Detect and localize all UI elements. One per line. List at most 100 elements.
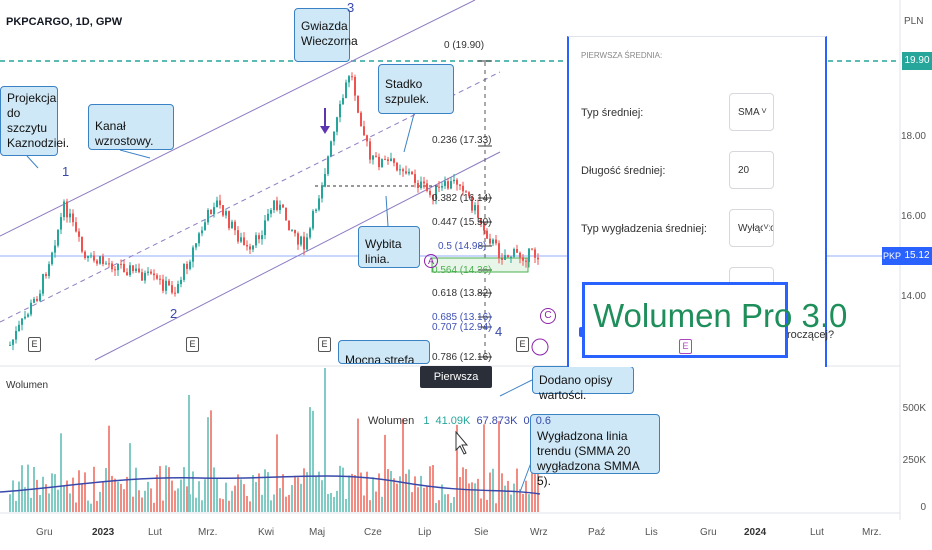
callout-broken-line[interactable]: Wybita linia. (358, 226, 420, 268)
earnings-marker[interactable]: E (516, 337, 529, 352)
candle-body (537, 257, 539, 260)
setting-smoothing-select[interactable]: Wyłączo...˅ (729, 209, 774, 247)
candle-body (144, 272, 146, 281)
price-tick: 18.00 (900, 131, 926, 142)
setting-type-select[interactable]: SMA ˅ (729, 93, 774, 131)
arrow-down-icon (320, 126, 330, 134)
setting-smoothing-value: Wyłączo... (738, 223, 773, 234)
candle-body (27, 314, 29, 317)
callout-demand-zone[interactable]: Mocna strefa popytowa (338, 340, 430, 364)
volume-bar (219, 498, 221, 512)
price-tick: 14.00 (900, 291, 926, 302)
candle-body (162, 279, 164, 291)
fib-label: 0.564 (14.36) (432, 265, 492, 276)
volume-bar (396, 483, 398, 512)
volume-bar (441, 484, 443, 512)
candle-body (48, 264, 50, 276)
volume-bar (9, 494, 11, 512)
candle-body (405, 171, 407, 174)
volume-bar (84, 472, 86, 512)
volume-bar (507, 480, 509, 512)
volume-bar (390, 470, 392, 512)
volume-bar (27, 464, 29, 512)
candle-body (426, 183, 428, 191)
volume-bar (132, 496, 134, 512)
fib-label: 0.5 (14.98) (438, 241, 487, 252)
volume-bar (159, 466, 161, 512)
candle-body (318, 198, 320, 210)
volume-bar (72, 477, 74, 512)
candle-body (108, 263, 110, 265)
candle-body (45, 274, 47, 276)
candle-body (279, 204, 281, 211)
symbol-title[interactable]: PKPCARGO, 1D, GPW (6, 16, 123, 28)
candle-body (285, 207, 287, 221)
candle-body (294, 229, 296, 234)
earnings-marker[interactable]: E (679, 339, 692, 354)
candle-body (156, 275, 158, 279)
volume-tick: 500K (902, 403, 926, 414)
earnings-marker[interactable]: E (186, 337, 199, 352)
volume-bar (90, 503, 92, 512)
candle-body (354, 76, 356, 96)
volume-pane-title: Wolumen (6, 380, 49, 391)
volume-bar (114, 478, 116, 512)
chevron-down-icon: ˅ (761, 106, 767, 117)
volume-bar (249, 501, 251, 512)
candle-body (168, 280, 170, 286)
volume-bar (171, 480, 173, 512)
candle-body (39, 293, 41, 301)
volume-bar (372, 477, 374, 512)
volume-bar (63, 486, 65, 512)
candle-body (351, 76, 353, 78)
candle-body (21, 318, 23, 325)
candle-body (30, 302, 32, 315)
volume-bar (432, 465, 434, 512)
candle-body (300, 236, 302, 245)
candle-body (378, 156, 380, 168)
volume-bar (354, 474, 356, 512)
volume-bar (330, 492, 332, 512)
volume-bar (285, 496, 287, 512)
volume-bar (408, 469, 410, 512)
volume-bar (516, 468, 518, 512)
volume-bar (174, 490, 176, 512)
callout-smoothed-trend[interactable]: Wygładzona linia trendu (SMMA 20 wygładz… (530, 414, 660, 488)
candle-body (384, 159, 386, 161)
volume-bar (321, 480, 323, 512)
chevron-down-icon: ˅ (763, 222, 769, 233)
candle-body (390, 158, 392, 161)
callout-spinning-tops[interactable]: Stadko szpulek. (378, 64, 454, 114)
callout-projection[interactable]: Projekcja do szczytu Kaznodziei. (0, 86, 69, 156)
candle-body (54, 245, 56, 253)
callout-channel[interactable]: Kanał wzrostowy. (88, 104, 174, 150)
volume-bar (387, 469, 389, 512)
earnings-marker[interactable]: E (28, 337, 41, 352)
callout-evening-star[interactable]: Gwiazda Wieczorna (294, 8, 358, 62)
setting-length-input[interactable]: 20 (729, 151, 774, 189)
volume-bar (267, 472, 269, 512)
volume-bar (156, 474, 158, 512)
volume-bar (165, 465, 167, 512)
candle-body (222, 205, 224, 216)
cursor-icon (455, 430, 469, 455)
earnings-marker[interactable]: E (318, 337, 331, 352)
volume-bar (183, 467, 185, 512)
candle-body (177, 284, 179, 293)
setting-type-label: Typ średniej: (581, 107, 644, 119)
volume-bar (537, 465, 539, 512)
volume-bar (204, 479, 206, 512)
candle-body (249, 246, 251, 250)
volume-bar (369, 500, 371, 512)
time-tick: Mrz. (862, 527, 882, 538)
callout-values-desc[interactable]: Dodano opisy wartości. (532, 366, 634, 402)
candle-body (66, 201, 68, 218)
volume-bar (522, 493, 524, 512)
candle-body (534, 249, 536, 258)
wave-label-3: 3 (347, 0, 355, 15)
volume-bar (69, 493, 71, 512)
candle-body (273, 200, 275, 211)
volume-bar (420, 475, 422, 512)
volume-bar (276, 434, 278, 512)
